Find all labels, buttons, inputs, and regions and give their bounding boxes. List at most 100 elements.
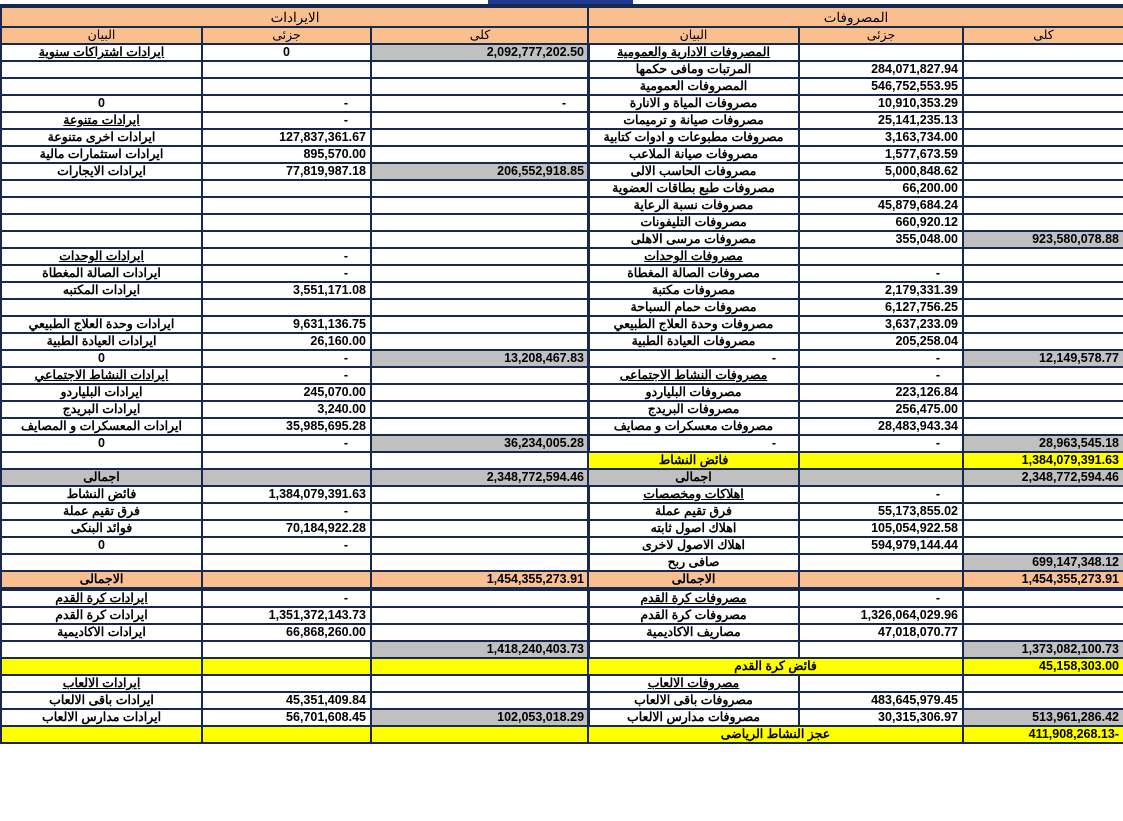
total-amount-cell[interactable] [369, 230, 591, 249]
total-amount-cell[interactable]: 206,552,918.85 [369, 162, 591, 181]
partial-amount-cell[interactable] [201, 230, 372, 249]
label-cell[interactable]: مصروفات التليفونات [587, 213, 800, 232]
partial-amount-cell[interactable] [201, 468, 372, 487]
section-heading-cell[interactable]: ايرادات متنوعة [0, 111, 203, 130]
label-cell[interactable]: ايرادات المكتبه [0, 281, 203, 300]
partial-amount-cell[interactable] [201, 674, 372, 693]
partial-amount-cell[interactable]: 594,979,144.44 [798, 536, 964, 555]
partial-amount-cell[interactable]: 355,048.00 [798, 230, 964, 249]
partial-amount-cell[interactable] [201, 640, 372, 659]
total-amount-cell[interactable] [369, 400, 591, 419]
total-amount-cell[interactable] [369, 623, 591, 642]
total-amount-cell[interactable] [369, 451, 591, 470]
total-amount-cell[interactable] [962, 400, 1123, 419]
partial-amount-cell[interactable] [798, 43, 964, 62]
total-amount-cell[interactable] [962, 111, 1123, 130]
label-cell[interactable]: مصروفات مدارس الالعاب [587, 708, 800, 727]
section-heading-cell[interactable]: مصروفات الالعاب [587, 674, 800, 693]
label-cell[interactable] [0, 77, 203, 96]
partial-amount-cell[interactable]: 2,179,331.39 [798, 281, 964, 300]
section-heading-cell[interactable]: مصروفات الوحدات [587, 247, 800, 266]
section-heading-cell[interactable]: ايرادات كرة القدم [0, 588, 203, 608]
total-amount-cell[interactable] [369, 606, 591, 625]
label-cell[interactable]: الاجمالى [587, 570, 800, 591]
partial-amount-cell[interactable]: - [201, 502, 372, 521]
label-cell[interactable]: فائض كرة القدم [587, 657, 964, 676]
section-heading-cell[interactable]: ايرادات الوحدات [0, 247, 203, 266]
label-cell[interactable]: مصاريف الاكاديمية [587, 623, 800, 642]
label-cell[interactable]: اهلاك اصول ثابته [587, 519, 800, 538]
partial-amount-cell[interactable]: 3,551,171.08 [201, 281, 372, 300]
partial-amount-cell[interactable]: 223,126.84 [798, 383, 964, 402]
label-cell[interactable]: ايرادات باقى الالعاب [0, 691, 203, 710]
partial-amount-cell[interactable]: - [201, 434, 372, 453]
total-amount-cell[interactable] [369, 657, 591, 676]
total-amount-cell[interactable]: 28,963,545.18 [962, 434, 1123, 453]
partial-amount-cell[interactable]: 245,070.00 [201, 383, 372, 402]
total-amount-cell[interactable] [962, 332, 1123, 351]
partial-amount-cell[interactable]: 105,054,922.58 [798, 519, 964, 538]
partial-amount-cell[interactable]: 55,173,855.02 [798, 502, 964, 521]
label-cell[interactable]: المرتبات ومافى حكمها [587, 60, 800, 79]
total-amount-cell[interactable] [369, 281, 591, 300]
partial-amount-cell[interactable]: 5,000,848.62 [798, 162, 964, 181]
section-heading-cell[interactable]: ايرادات الالعاب [0, 674, 203, 693]
total-amount-cell[interactable]: 45,158,303.00 [962, 657, 1123, 676]
label-cell[interactable] [0, 451, 203, 470]
label-cell[interactable]: فوائد البنكى [0, 519, 203, 538]
total-amount-cell[interactable] [369, 145, 591, 164]
label-cell[interactable]: ايرادات كرة القدم [0, 606, 203, 625]
label-cell[interactable]: مصروفات مكتبة [587, 281, 800, 300]
total-amount-cell[interactable] [369, 111, 591, 130]
total-amount-cell[interactable]: 1,373,082,100.73 [962, 640, 1123, 659]
label-cell[interactable]: المصروفات العمومية [587, 77, 800, 96]
partial-amount-cell[interactable]: 1,577,673.59 [798, 145, 964, 164]
total-amount-cell[interactable] [962, 162, 1123, 181]
total-amount-cell[interactable] [369, 725, 591, 744]
partial-amount-cell[interactable] [798, 451, 964, 470]
total-amount-cell[interactable]: 923,580,078.88 [962, 230, 1123, 249]
label-cell[interactable]: مصروفات نسبة الرعاية [587, 196, 800, 215]
total-amount-cell[interactable] [962, 196, 1123, 215]
section-heading-cell[interactable]: مصروفات النشاط الاجتماعى [587, 366, 800, 385]
total-amount-cell[interactable] [962, 281, 1123, 300]
partial-amount-cell[interactable] [798, 468, 964, 487]
label-cell[interactable]: 0 [0, 94, 203, 113]
total-amount-cell[interactable] [962, 536, 1123, 555]
label-cell[interactable]: فائض النشاط [587, 451, 800, 470]
total-amount-cell[interactable] [369, 247, 591, 266]
label-cell[interactable]: مصروفات طبع بطاقات العضوية [587, 179, 800, 198]
partial-amount-cell[interactable]: - [201, 94, 372, 113]
label-cell[interactable]: صافى ربح [587, 553, 800, 572]
label-cell[interactable]: مصروفات المياة و الانارة [587, 94, 800, 113]
label-cell[interactable]: الاجمالى [0, 570, 203, 591]
partial-amount-cell[interactable]: 1,326,064,029.96 [798, 606, 964, 625]
partial-amount-cell[interactable]: 0 [201, 43, 372, 62]
total-amount-cell[interactable]: 36,234,005.28 [369, 434, 591, 453]
partial-amount-cell[interactable] [201, 213, 372, 232]
partial-amount-cell[interactable]: 483,645,979.45 [798, 691, 964, 710]
total-amount-cell[interactable] [369, 366, 591, 385]
total-amount-cell[interactable] [369, 196, 591, 215]
label-cell[interactable]: ايرادات البلياردو [0, 383, 203, 402]
label-cell[interactable] [0, 196, 203, 215]
label-cell[interactable]: ايرادات اخرى متنوعة [0, 128, 203, 147]
total-amount-cell[interactable] [369, 315, 591, 334]
partial-amount-cell[interactable] [201, 298, 372, 317]
total-amount-cell[interactable] [962, 128, 1123, 147]
total-amount-cell[interactable] [962, 94, 1123, 113]
total-amount-cell[interactable]: 1,418,240,403.73 [369, 640, 591, 659]
total-amount-cell[interactable] [962, 606, 1123, 625]
label-cell[interactable]: ايرادات الاكاديمية [0, 623, 203, 642]
partial-amount-cell[interactable]: - [201, 366, 372, 385]
partial-amount-cell[interactable] [201, 451, 372, 470]
label-cell[interactable] [587, 640, 800, 659]
partial-amount-cell[interactable] [201, 725, 372, 744]
total-amount-cell[interactable] [369, 213, 591, 232]
total-amount-cell[interactable] [962, 519, 1123, 538]
partial-amount-cell[interactable]: 660,920.12 [798, 213, 964, 232]
label-cell[interactable] [0, 60, 203, 79]
partial-amount-cell[interactable]: 45,879,684.24 [798, 196, 964, 215]
total-amount-cell[interactable] [369, 588, 591, 608]
label-cell[interactable] [0, 725, 203, 744]
